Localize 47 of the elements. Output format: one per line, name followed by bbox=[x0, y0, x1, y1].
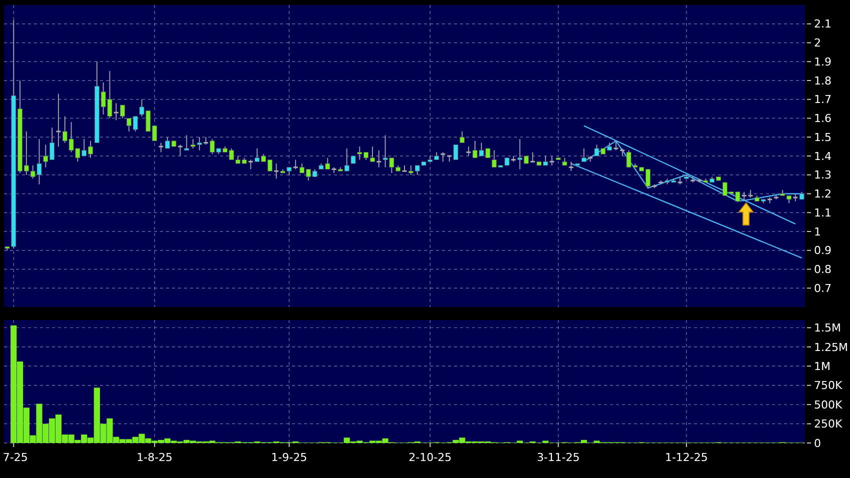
y-tick-label: 1.3 bbox=[814, 168, 832, 182]
y-tick-label: 0.8 bbox=[814, 263, 832, 276]
y-tick-label: 2.1 bbox=[814, 18, 832, 31]
candlestick bbox=[548, 156, 555, 166]
y-tick-label: 1.25M bbox=[814, 340, 848, 354]
candlestick bbox=[376, 150, 382, 168]
candlestick bbox=[568, 161, 574, 172]
x-tick-label: 1-12-25 bbox=[664, 451, 708, 464]
y-tick-label: 2 bbox=[814, 36, 821, 50]
candlestick bbox=[177, 144, 184, 156]
y-tick-label: 0.7 bbox=[814, 282, 832, 295]
y-tick-label: 1.7 bbox=[814, 93, 832, 106]
y-tick-label: 1M bbox=[814, 360, 830, 373]
candlestick bbox=[530, 152, 536, 162]
y-tick-label: 1.4 bbox=[814, 150, 832, 163]
candlestick bbox=[453, 144, 458, 160]
y-tick-label: 0 bbox=[814, 436, 821, 450]
candlestick bbox=[466, 146, 472, 156]
candlestick bbox=[248, 159, 254, 170]
y-tick-label: 1 bbox=[814, 225, 821, 238]
candlestick bbox=[55, 93, 62, 148]
y-tick-label: 1.2 bbox=[814, 188, 832, 201]
y-tick-label: 0.9 bbox=[814, 244, 832, 258]
candlestick bbox=[273, 163, 280, 180]
y-tick-label: 1.1 bbox=[814, 206, 832, 220]
x-tick-label: 2-10-25 bbox=[408, 451, 452, 464]
y-tick-label: 1.9 bbox=[814, 55, 832, 68]
y-tick-label: 1.8 bbox=[814, 74, 832, 88]
x-tick-label: 7-25 bbox=[2, 451, 28, 464]
y-tick-label: 750K bbox=[814, 379, 843, 392]
candlestick bbox=[581, 148, 586, 162]
y-tick-label: 1.6 bbox=[814, 112, 832, 126]
y-tick-label: 500K bbox=[814, 398, 843, 412]
candlestick bbox=[120, 104, 125, 119]
y-tick-label: 1.5M bbox=[814, 322, 841, 335]
y-tick-label: 1.5 bbox=[814, 130, 832, 144]
candlestick bbox=[460, 130, 465, 144]
candlestick bbox=[113, 102, 120, 121]
x-tick-label: 1-8-25 bbox=[136, 451, 173, 464]
candlestick bbox=[292, 159, 299, 170]
candlestick bbox=[184, 134, 190, 151]
x-tick-label: 3-11-25 bbox=[536, 451, 580, 464]
x-tick-label: 1-9-25 bbox=[271, 451, 308, 464]
candlestick bbox=[741, 191, 748, 202]
candlestick bbox=[440, 152, 446, 162]
y-tick-label: 250K bbox=[814, 418, 843, 431]
candlestick bbox=[612, 140, 619, 151]
